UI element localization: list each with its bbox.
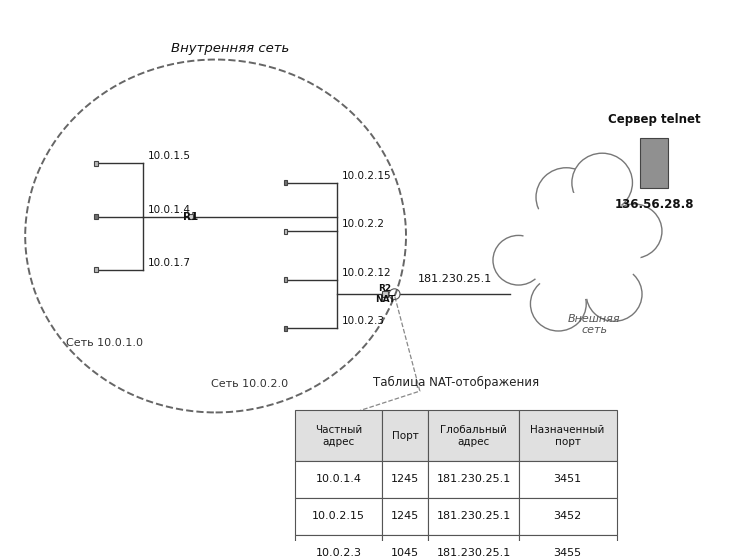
Text: 10.0.1.7: 10.0.1.7 xyxy=(148,258,191,268)
FancyBboxPatch shape xyxy=(519,498,617,535)
Text: R2
NAT: R2 NAT xyxy=(375,285,395,304)
FancyBboxPatch shape xyxy=(295,535,382,557)
FancyBboxPatch shape xyxy=(519,535,617,557)
FancyBboxPatch shape xyxy=(284,326,287,331)
Text: 1245: 1245 xyxy=(391,475,419,485)
FancyBboxPatch shape xyxy=(640,138,668,188)
Circle shape xyxy=(586,267,642,321)
FancyBboxPatch shape xyxy=(284,228,287,234)
FancyBboxPatch shape xyxy=(519,411,617,461)
Text: 3451: 3451 xyxy=(553,475,581,485)
Text: 10.0.2.3: 10.0.2.3 xyxy=(316,548,362,557)
FancyBboxPatch shape xyxy=(428,461,519,498)
Text: 10.0.2.3: 10.0.2.3 xyxy=(342,316,385,326)
Circle shape xyxy=(531,277,586,331)
FancyBboxPatch shape xyxy=(382,291,387,297)
Text: Внутренняя сеть: Внутренняя сеть xyxy=(171,42,290,55)
Text: Частный
адрес: Частный адрес xyxy=(315,425,362,447)
Text: 10.0.2.15: 10.0.2.15 xyxy=(312,511,365,521)
Ellipse shape xyxy=(522,192,642,299)
Circle shape xyxy=(493,236,544,285)
Text: 10.0.1.4: 10.0.1.4 xyxy=(148,204,191,214)
Text: 181.230.25.1: 181.230.25.1 xyxy=(418,275,492,285)
FancyBboxPatch shape xyxy=(94,214,97,219)
Text: 136.56.28.8: 136.56.28.8 xyxy=(615,198,694,211)
Text: 10.0.2.12: 10.0.2.12 xyxy=(342,268,392,278)
Text: 1245: 1245 xyxy=(391,511,419,521)
Text: Внешняя
сеть: Внешняя сеть xyxy=(568,314,621,335)
FancyBboxPatch shape xyxy=(382,411,428,461)
Text: 10.0.2.15: 10.0.2.15 xyxy=(342,171,392,180)
Text: Таблица NAT-отображения: Таблица NAT-отображения xyxy=(373,376,539,389)
FancyBboxPatch shape xyxy=(94,267,97,272)
Text: Сервер telnet: Сервер telnet xyxy=(608,114,701,126)
Text: 3452: 3452 xyxy=(553,511,582,521)
FancyBboxPatch shape xyxy=(284,180,287,185)
FancyBboxPatch shape xyxy=(428,411,519,461)
FancyBboxPatch shape xyxy=(94,161,97,166)
Circle shape xyxy=(536,168,596,227)
FancyBboxPatch shape xyxy=(519,461,617,498)
Text: 10.0.1.4: 10.0.1.4 xyxy=(316,475,362,485)
Text: 1045: 1045 xyxy=(391,548,419,557)
Text: 10.0.2.2: 10.0.2.2 xyxy=(342,219,385,229)
FancyBboxPatch shape xyxy=(284,277,287,282)
FancyBboxPatch shape xyxy=(188,214,193,219)
FancyBboxPatch shape xyxy=(295,498,382,535)
FancyBboxPatch shape xyxy=(428,535,519,557)
Text: Сеть 10.0.2.0: Сеть 10.0.2.0 xyxy=(211,379,288,389)
FancyBboxPatch shape xyxy=(382,461,428,498)
FancyBboxPatch shape xyxy=(382,498,428,535)
Text: 181.230.25.1: 181.230.25.1 xyxy=(436,475,510,485)
Text: Назначенный
порт: Назначенный порт xyxy=(531,425,605,447)
FancyBboxPatch shape xyxy=(428,498,519,535)
Circle shape xyxy=(572,153,633,212)
Text: 3455: 3455 xyxy=(553,548,581,557)
FancyBboxPatch shape xyxy=(382,535,428,557)
Text: Глобальный
адрес: Глобальный адрес xyxy=(440,425,507,447)
Text: 181.230.25.1: 181.230.25.1 xyxy=(436,548,510,557)
Text: R1: R1 xyxy=(183,212,199,222)
Text: 181.230.25.1: 181.230.25.1 xyxy=(436,511,510,521)
Text: Порт: Порт xyxy=(392,431,418,441)
Text: Сеть 10.0.1.0: Сеть 10.0.1.0 xyxy=(66,338,143,348)
FancyBboxPatch shape xyxy=(295,411,382,461)
Circle shape xyxy=(606,204,662,258)
FancyBboxPatch shape xyxy=(295,461,382,498)
Text: 10.0.1.5: 10.0.1.5 xyxy=(148,152,191,162)
